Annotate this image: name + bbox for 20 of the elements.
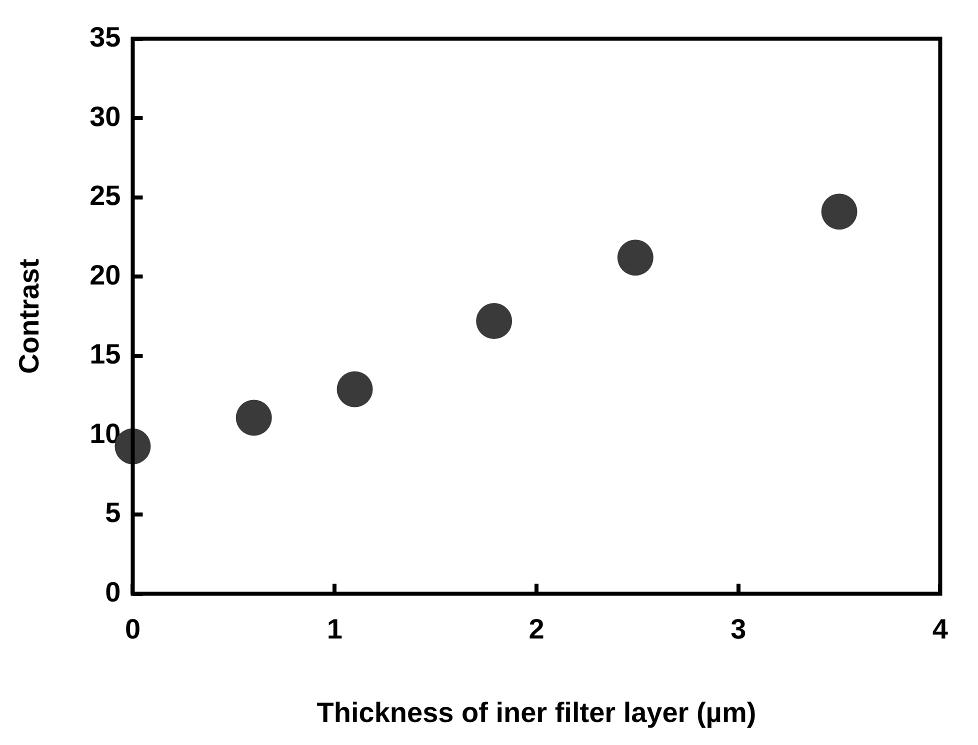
y-tick-label: 25: [90, 180, 121, 212]
x-axis-title: Thickness of iner filter layer (µm): [316, 696, 756, 728]
y-tick-label: 5: [105, 497, 121, 528]
y-tick-label: 0: [105, 576, 121, 608]
point: [336, 371, 373, 408]
point: [236, 400, 272, 436]
y-tick-label: 35: [90, 22, 121, 53]
y-tick-label: 10: [90, 418, 121, 449]
point: [476, 303, 512, 340]
x-tick-label: 1: [326, 613, 342, 644]
y-tick-label: 20: [90, 259, 121, 290]
x-tick-label: 0: [124, 613, 141, 644]
y-tick-label: 30: [90, 100, 121, 132]
point: [821, 194, 858, 230]
x-tick-label: 4: [932, 613, 948, 644]
y-tick-label: 15: [90, 338, 121, 370]
point: [617, 240, 654, 276]
x-tick-label: 2: [528, 613, 544, 644]
y-axis-title: Contrast: [14, 258, 45, 374]
x-tick-label: 3: [730, 613, 746, 644]
